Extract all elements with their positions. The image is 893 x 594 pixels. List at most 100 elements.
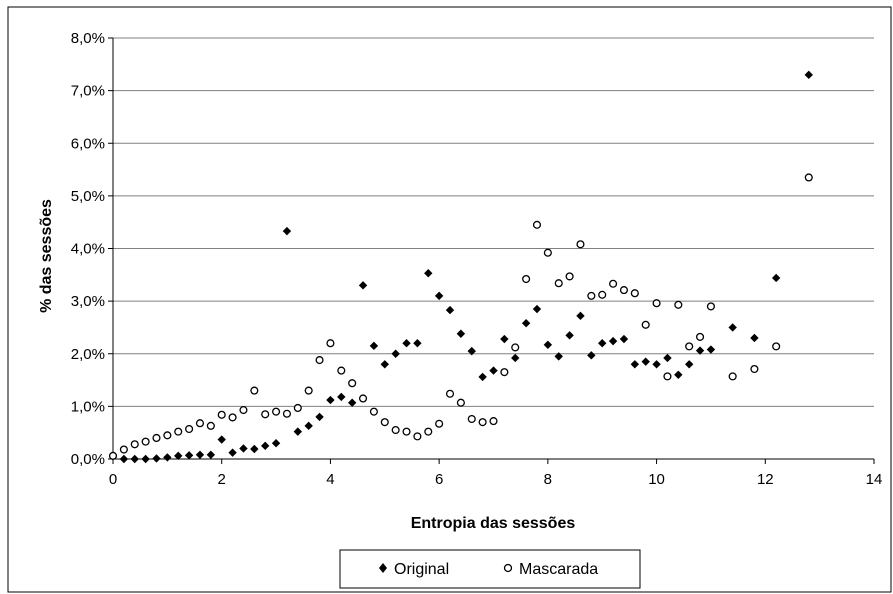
data-point-original [652, 360, 661, 369]
data-point-mascarada [609, 279, 618, 288]
data-point-original [424, 269, 433, 278]
data-point-original [250, 444, 259, 454]
data-point-mascarada [108, 451, 118, 460]
data-point-original [119, 454, 129, 464]
data-point-original [130, 454, 139, 464]
data-point-mascarada [293, 403, 302, 413]
data-point-original [271, 439, 281, 448]
data-point-mascarada [391, 426, 400, 435]
data-point-original [511, 353, 520, 363]
data-point-mascarada [652, 299, 661, 308]
data-point-mascarada [696, 332, 705, 341]
y-tick-label: 8,0% [71, 30, 105, 47]
data-point-original [358, 281, 368, 290]
x-tick-label: 4 [326, 471, 334, 488]
data-point-mascarada [630, 289, 639, 298]
data-point-original [391, 349, 400, 358]
data-point-original [630, 360, 640, 369]
data-point-mascarada [413, 432, 422, 441]
data-point-original [706, 345, 716, 354]
data-point-original [663, 353, 672, 363]
data-point-original [141, 454, 150, 464]
data-point-mascarada [380, 418, 389, 427]
data-point-original [304, 421, 313, 431]
data-point-original [728, 323, 737, 332]
data-point-mascarada [728, 372, 737, 381]
series-original [108, 70, 813, 464]
data-point-original [684, 360, 694, 369]
data-point-mascarada [772, 342, 781, 351]
data-point-mascarada [228, 413, 237, 422]
data-point-mascarada [750, 364, 759, 374]
data-point-original [445, 305, 455, 315]
data-point-original [402, 339, 411, 348]
x-axis-title: Entropia das sessões [411, 515, 576, 532]
data-point-original [217, 435, 226, 444]
data-point-mascarada [478, 418, 487, 427]
legend-marker-mascarada [503, 563, 513, 573]
data-point-mascarada [565, 272, 574, 281]
data-point-mascarada [706, 302, 715, 311]
data-point-mascarada [119, 445, 128, 454]
data-point-mascarada [641, 320, 650, 329]
data-point-original [347, 398, 357, 407]
data-point-original [500, 334, 509, 344]
data-point-original [521, 319, 531, 328]
data-point-original [261, 441, 270, 451]
data-point-original [674, 370, 683, 379]
x-tick-label: 8 [544, 471, 552, 488]
data-point-original [543, 340, 553, 350]
data-point-original [326, 395, 335, 405]
data-point-mascarada [424, 427, 433, 436]
data-point-mascarada [685, 342, 694, 351]
data-point-mascarada [369, 407, 378, 416]
data-point-original [576, 311, 585, 321]
data-point-mascarada [500, 368, 509, 377]
data-point-original [587, 351, 596, 360]
data-point-mascarada [554, 279, 563, 288]
x-tick-label: 14 [866, 471, 883, 488]
data-point-original [771, 273, 781, 283]
data-point-original [413, 339, 422, 348]
data-point-mascarada [674, 300, 683, 309]
legend: Original Mascarada [339, 549, 641, 589]
data-point-mascarada [489, 417, 498, 426]
data-point-original [467, 346, 476, 356]
data-point-mascarada [326, 339, 335, 348]
data-point-mascarada [163, 431, 172, 440]
data-point-mascarada [576, 240, 585, 249]
data-point-original [695, 346, 705, 355]
data-point-mascarada [174, 427, 183, 436]
data-point-original [619, 334, 629, 344]
data-point-original [554, 352, 563, 361]
y-tick-label: 0,0% [71, 451, 105, 468]
data-point-original [282, 226, 292, 236]
data-point-mascarada [587, 291, 596, 300]
data-point-mascarada [141, 437, 150, 446]
chart-area-border [7, 6, 892, 593]
legend-box [339, 549, 641, 589]
data-point-original [228, 448, 237, 457]
legend-marker-original [379, 563, 387, 573]
data-point-original [163, 453, 172, 462]
x-tick-label: 12 [757, 471, 774, 488]
data-point-mascarada [663, 372, 672, 381]
data-point-mascarada [511, 343, 520, 352]
series-mascarada [108, 173, 813, 460]
data-point-mascarada [185, 424, 194, 434]
data-point-original [152, 454, 161, 463]
y-tick-label: 7,0% [71, 83, 105, 100]
data-point-mascarada [358, 394, 368, 403]
y-tick-label: 3,0% [71, 293, 105, 310]
data-point-mascarada [337, 366, 346, 375]
data-point-mascarada [250, 386, 259, 395]
x-tick-labels: 0 2 4 6 8 10 12 14 [109, 471, 883, 488]
data-point-mascarada [522, 274, 531, 284]
x-tick-label: 6 [435, 471, 443, 488]
data-point-original [804, 70, 813, 80]
data-point-original [750, 333, 759, 343]
data-point-original [608, 336, 618, 346]
legend-label-mascarada: Mascarada [519, 561, 598, 578]
data-point-mascarada [598, 290, 607, 299]
